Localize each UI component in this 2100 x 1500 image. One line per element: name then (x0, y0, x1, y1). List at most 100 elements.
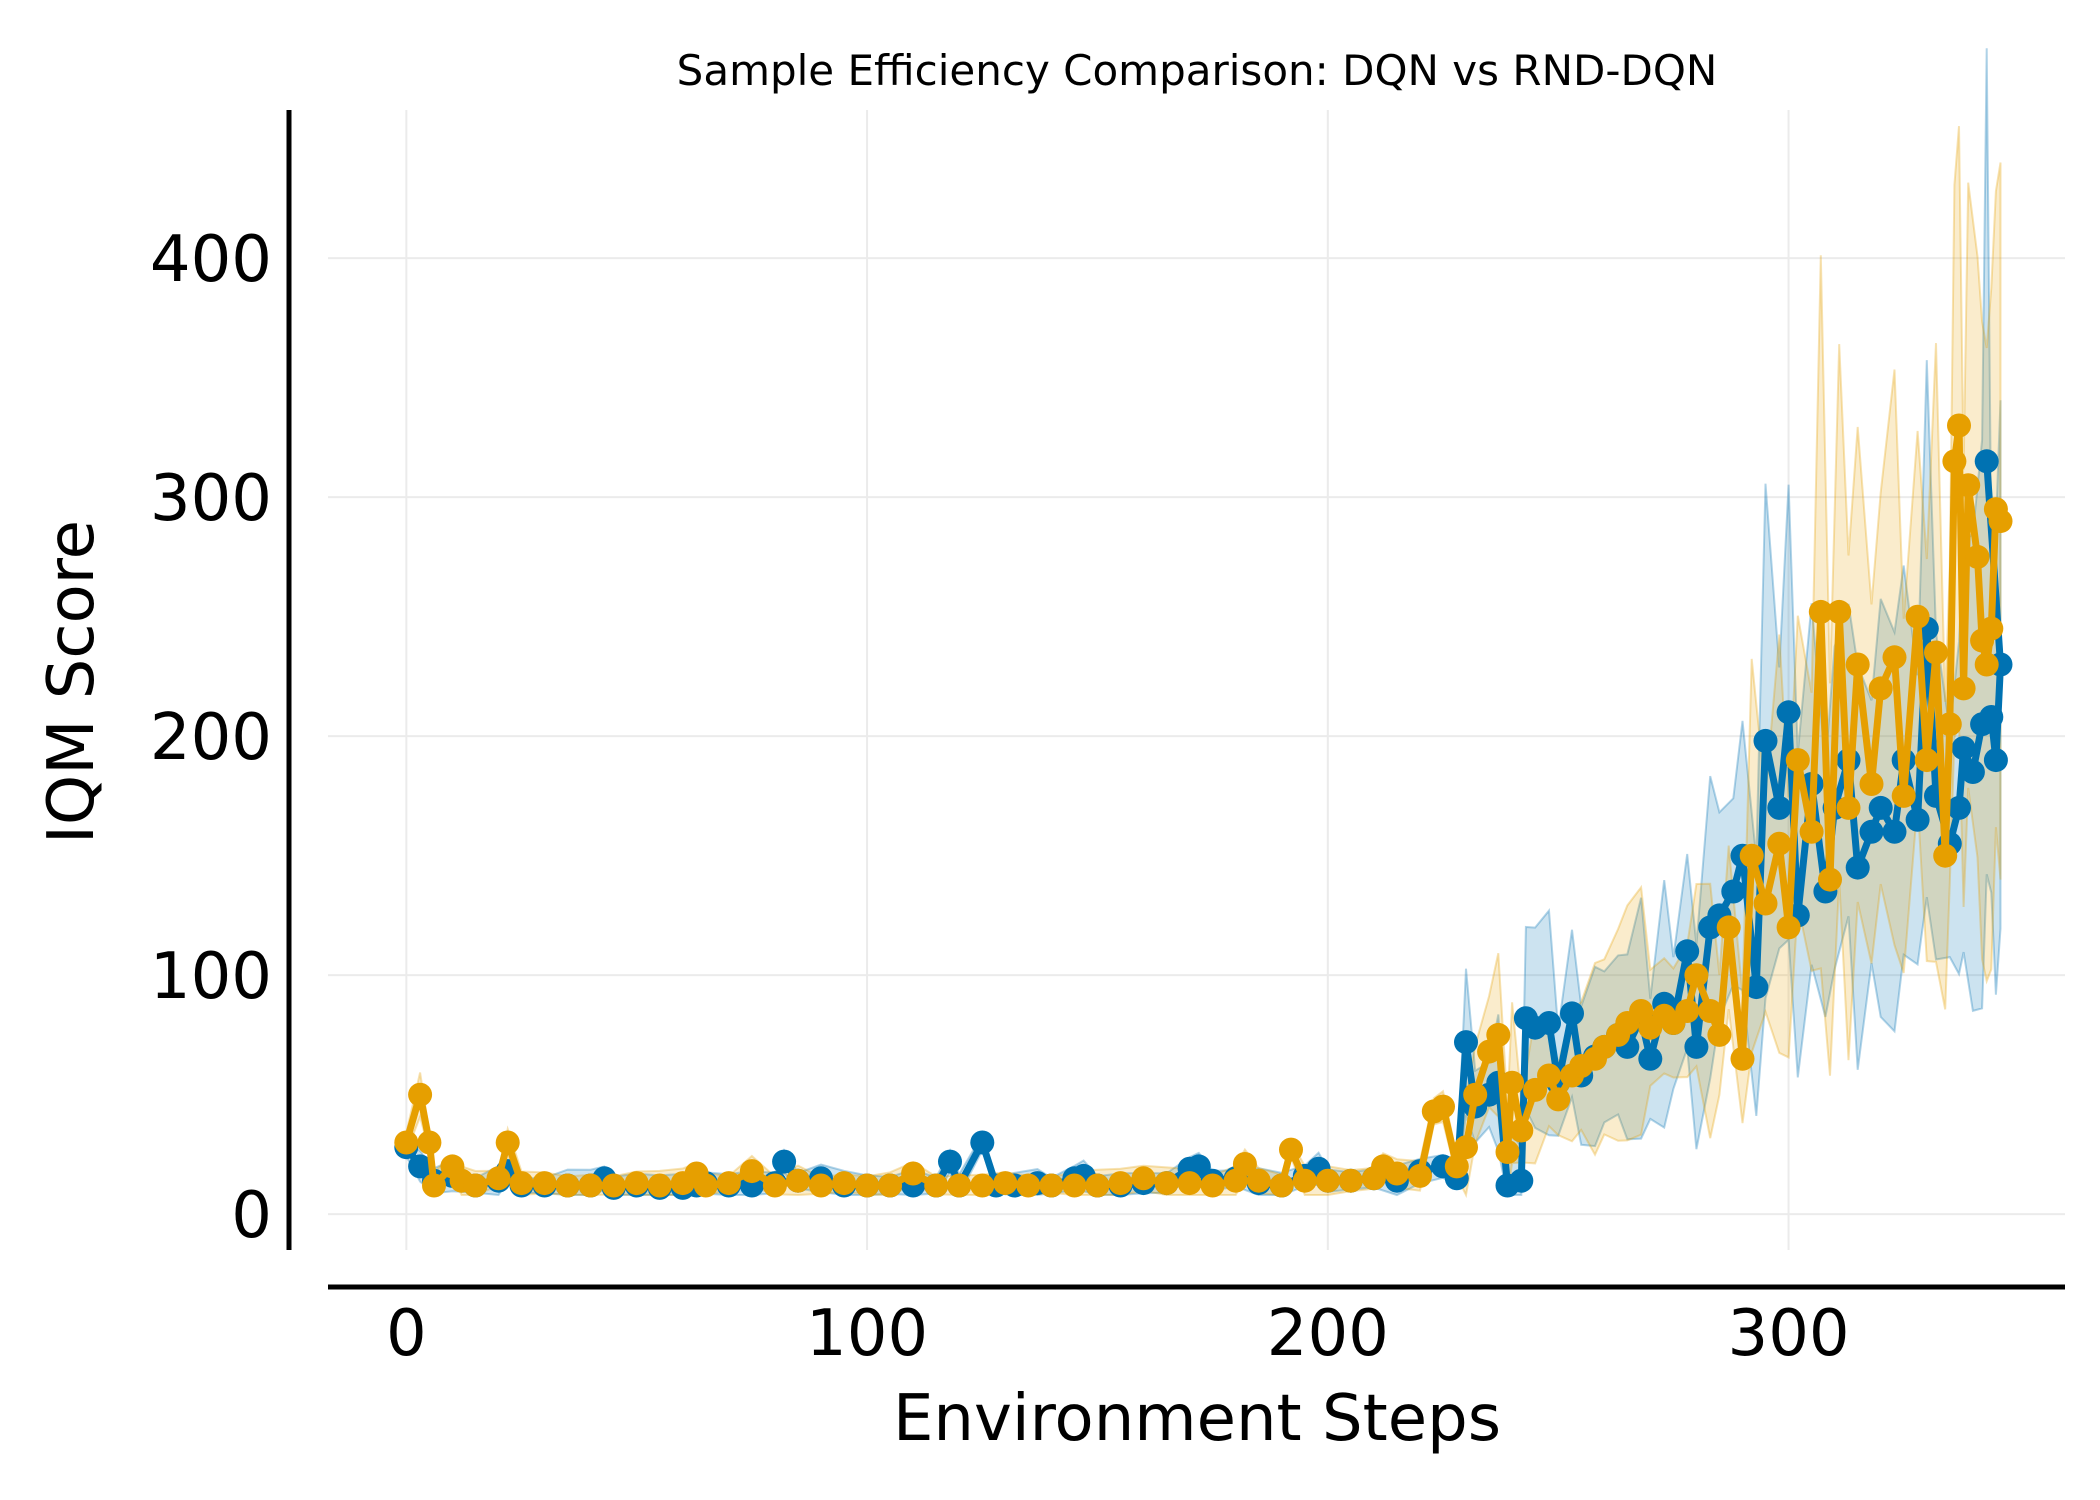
chart-title: Sample Efficiency Comparison: DQN vs RND… (677, 46, 1718, 95)
dqn-point (1882, 819, 1907, 844)
dqn-point (1509, 1168, 1534, 1193)
rnd_dqn-point (993, 1171, 1018, 1196)
rnd_dqn-point (1131, 1166, 1156, 1191)
rnd_dqn-point (1799, 819, 1824, 844)
rnd_dqn-point (509, 1171, 534, 1196)
rnd_dqn-point (1675, 999, 1700, 1023)
y-tick-label: 400 (150, 223, 272, 297)
rnd_dqn-point (1937, 712, 1962, 737)
dqn-point (1638, 1046, 1663, 1071)
rnd_dqn-point (809, 1173, 833, 1198)
rnd_dqn-point (1730, 1046, 1755, 1071)
dqn-point (1675, 939, 1700, 964)
dqn-point (938, 1149, 962, 1174)
rnd_dqn-point (1933, 843, 1958, 868)
rnd_dqn-point (1836, 795, 1861, 820)
dqn-point (1454, 1030, 1478, 1055)
rnd_dqn-series (394, 413, 2013, 1198)
dqn-point (1983, 748, 2008, 773)
rnd_dqn-point (1454, 1135, 1478, 1160)
rnd_dqn-point (1979, 616, 2004, 641)
rnd_dqn-point (970, 1173, 995, 1198)
rnd_dqn-point (1200, 1173, 1225, 1198)
rnd_dqn-point (495, 1130, 520, 1155)
rnd_dqn-point (578, 1173, 603, 1198)
y-tick-label: 200 (150, 701, 272, 775)
rnd_dqn-point (1974, 652, 1999, 677)
rnd_dqn-point (855, 1173, 880, 1198)
rnd_dqn-point (1684, 963, 1709, 988)
rnd_dqn-point (693, 1173, 718, 1198)
rnd_dqn-point (1108, 1171, 1133, 1196)
dqn-point (1868, 795, 1893, 820)
rnd_dqn-point (1956, 473, 1981, 498)
rnd_dqn-point (417, 1130, 442, 1155)
dqn-point (772, 1149, 797, 1174)
rnd_dqn-point (1947, 413, 1971, 438)
rnd_dqn-point (624, 1171, 649, 1196)
rnd_dqn-point (601, 1173, 626, 1198)
y-tick-label: 100 (150, 940, 272, 1014)
rnd_dqn-point (1016, 1173, 1041, 1198)
rnd_dqn-point (1818, 867, 1842, 892)
dqn-point (1753, 728, 1778, 753)
dqn-point (1776, 700, 1801, 725)
ticks-layer: 0 100 200 300 0 100 200 300 400 (150, 223, 1850, 1371)
rnd_dqn-point (1154, 1171, 1179, 1196)
rnd_dqn-point (1463, 1082, 1488, 1107)
axes-layer (286, 110, 2065, 1290)
rnd_dqn-point (1739, 843, 1764, 868)
rnd_dqn-point (762, 1173, 787, 1198)
rnd_dqn-point (1062, 1173, 1087, 1198)
dqn-point (1974, 449, 1999, 474)
rnd_dqn-point (1905, 604, 1930, 629)
rnd_dqn-point (532, 1171, 557, 1196)
rnd_dqn-point (1509, 1118, 1534, 1143)
band-layer (405, 48, 2002, 1199)
rnd_dqn-point (486, 1166, 511, 1191)
rnd_dqn-point (1951, 676, 1976, 701)
rnd_dqn-point (1444, 1154, 1469, 1179)
dqn-line (403, 461, 2004, 1192)
rnd_dqn-point (947, 1173, 972, 1198)
rnd_dqn-point (739, 1159, 764, 1184)
rnd_dqn-point (1408, 1163, 1432, 1188)
rnd_dqn-point (901, 1161, 926, 1186)
rnd_dqn-point (1845, 652, 1870, 677)
rnd_dqn-point (1246, 1168, 1271, 1193)
rnd_dqn-point (716, 1171, 741, 1196)
rnd_dqn-point (1716, 915, 1741, 940)
grid-layer (328, 110, 2065, 1250)
rnd_dqn-point (1486, 1022, 1511, 1047)
series-layer (394, 413, 2013, 1200)
rnd_dqn-point (924, 1173, 949, 1198)
rnd_dqn-point (1882, 645, 1907, 670)
dqn-point (1721, 879, 1746, 904)
rnd_dqn-point (394, 1130, 419, 1155)
rnd_dqn-point (1914, 748, 1939, 773)
rnd_dqn-point (1707, 1022, 1732, 1047)
rnd_dqn-point (1868, 676, 1893, 701)
rnd_dqn-point (1776, 915, 1801, 940)
rnd_dqn-point (1338, 1168, 1363, 1193)
y-tick-label: 300 (150, 462, 272, 536)
rnd_dqn-point (408, 1082, 433, 1107)
rnd_dqn-point (647, 1173, 672, 1198)
rnd_dqn-point (878, 1173, 903, 1198)
dqn-point (1947, 795, 1971, 820)
rnd_dqn-point (1500, 1070, 1525, 1095)
dqn-point (1905, 807, 1930, 832)
dqn-point (1979, 705, 2004, 729)
rnd_dqn-point (832, 1171, 856, 1196)
rnd_dqn-point (1177, 1171, 1202, 1196)
rnd_dqn-point (422, 1173, 446, 1198)
rnd_dqn-point (1753, 891, 1778, 916)
rnd_dqn-point (1924, 640, 1948, 665)
rnd_dqn-point (1965, 544, 1990, 569)
rnd_dqn-point (1537, 1063, 1561, 1088)
rnd_dqn-point (555, 1173, 580, 1198)
rnd_dqn-point (1431, 1094, 1455, 1119)
x-tick-label: 100 (806, 1297, 928, 1371)
dqn-point (1537, 1011, 1561, 1035)
